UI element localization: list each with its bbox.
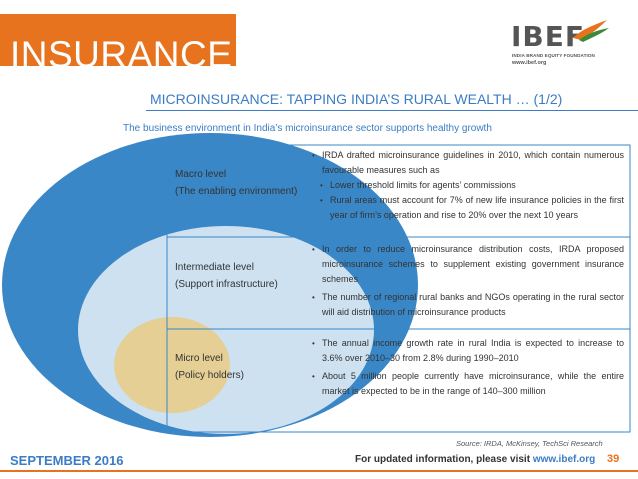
- macro-level-detail: (The enabling environment): [175, 186, 298, 197]
- banner-title: INSURANCE: [10, 34, 233, 75]
- intermediate-level-label: Intermediate level (Support infrastructu…: [175, 259, 278, 293]
- macro-level-label: Macro level (The enabling environment): [175, 166, 297, 200]
- micro-bullet-2: About 5 million people currently have mi…: [312, 369, 624, 399]
- macro-sub-bullet-2: Rural areas must account for 7% of new l…: [312, 193, 624, 223]
- footer-link[interactable]: www.ibef.org: [532, 454, 596, 465]
- logo-wordmark: IBEF: [511, 20, 585, 53]
- micro-level-label: Micro level (Policy holders): [175, 350, 244, 384]
- intermediate-level-name: Intermediate level: [175, 262, 254, 273]
- bird-icon: [573, 20, 609, 42]
- footer-divider: [0, 470, 638, 472]
- macro-level-name: Macro level: [175, 169, 227, 180]
- logo-url: www.ibef.org: [512, 60, 547, 66]
- micro-level-detail: (Policy holders): [175, 370, 244, 381]
- title-banner: INSURANCE: [0, 14, 236, 75]
- intermediate-bullet-1: In order to reduce microinsurance distri…: [312, 242, 624, 287]
- micro-bullet-1: The annual income growth rate in rural I…: [312, 336, 624, 366]
- page-number: 39: [607, 453, 620, 465]
- macro-bullet-1: IRDA drafted microinsurance guidelines i…: [312, 148, 624, 178]
- footer-note: For updated information, please visit ww…: [355, 454, 595, 465]
- slide-subheading: The business environment in India’s micr…: [123, 123, 492, 134]
- intermediate-level-detail: (Support infrastructure): [175, 279, 278, 290]
- heading-divider: [146, 110, 638, 111]
- intermediate-bullet-2: The number of regional rural banks and N…: [312, 290, 624, 320]
- footer-note-prefix: For updated information, please visit: [355, 454, 533, 465]
- inner-core: [114, 317, 230, 413]
- micro-level-bullets: The annual income growth rate in rural I…: [312, 336, 624, 399]
- logo-tagline: INDIA BRAND EQUITY FOUNDATION: [512, 53, 595, 58]
- ibef-logo[interactable]: IBEF INDIA BRAND EQUITY FOUNDATION www.i…: [503, 18, 613, 68]
- macro-level-bullets: IRDA drafted microinsurance guidelines i…: [312, 148, 624, 223]
- intermediate-level-bullets: In order to reduce microinsurance distri…: [312, 242, 624, 320]
- slide-heading: MICROINSURANCE: TAPPING INDIA’S RURAL WE…: [150, 91, 563, 107]
- slide-date: SEPTEMBER 2016: [10, 453, 124, 468]
- macro-sub-bullet-1: Lower threshold limits for agents’ commi…: [312, 178, 624, 193]
- logo-wordmark-text: IBEF: [511, 20, 586, 53]
- source-note: Source: IRDA, McKinsey, TechSci Research: [456, 439, 603, 448]
- micro-level-name: Micro level: [175, 353, 223, 364]
- micro-level-box: [166, 328, 631, 433]
